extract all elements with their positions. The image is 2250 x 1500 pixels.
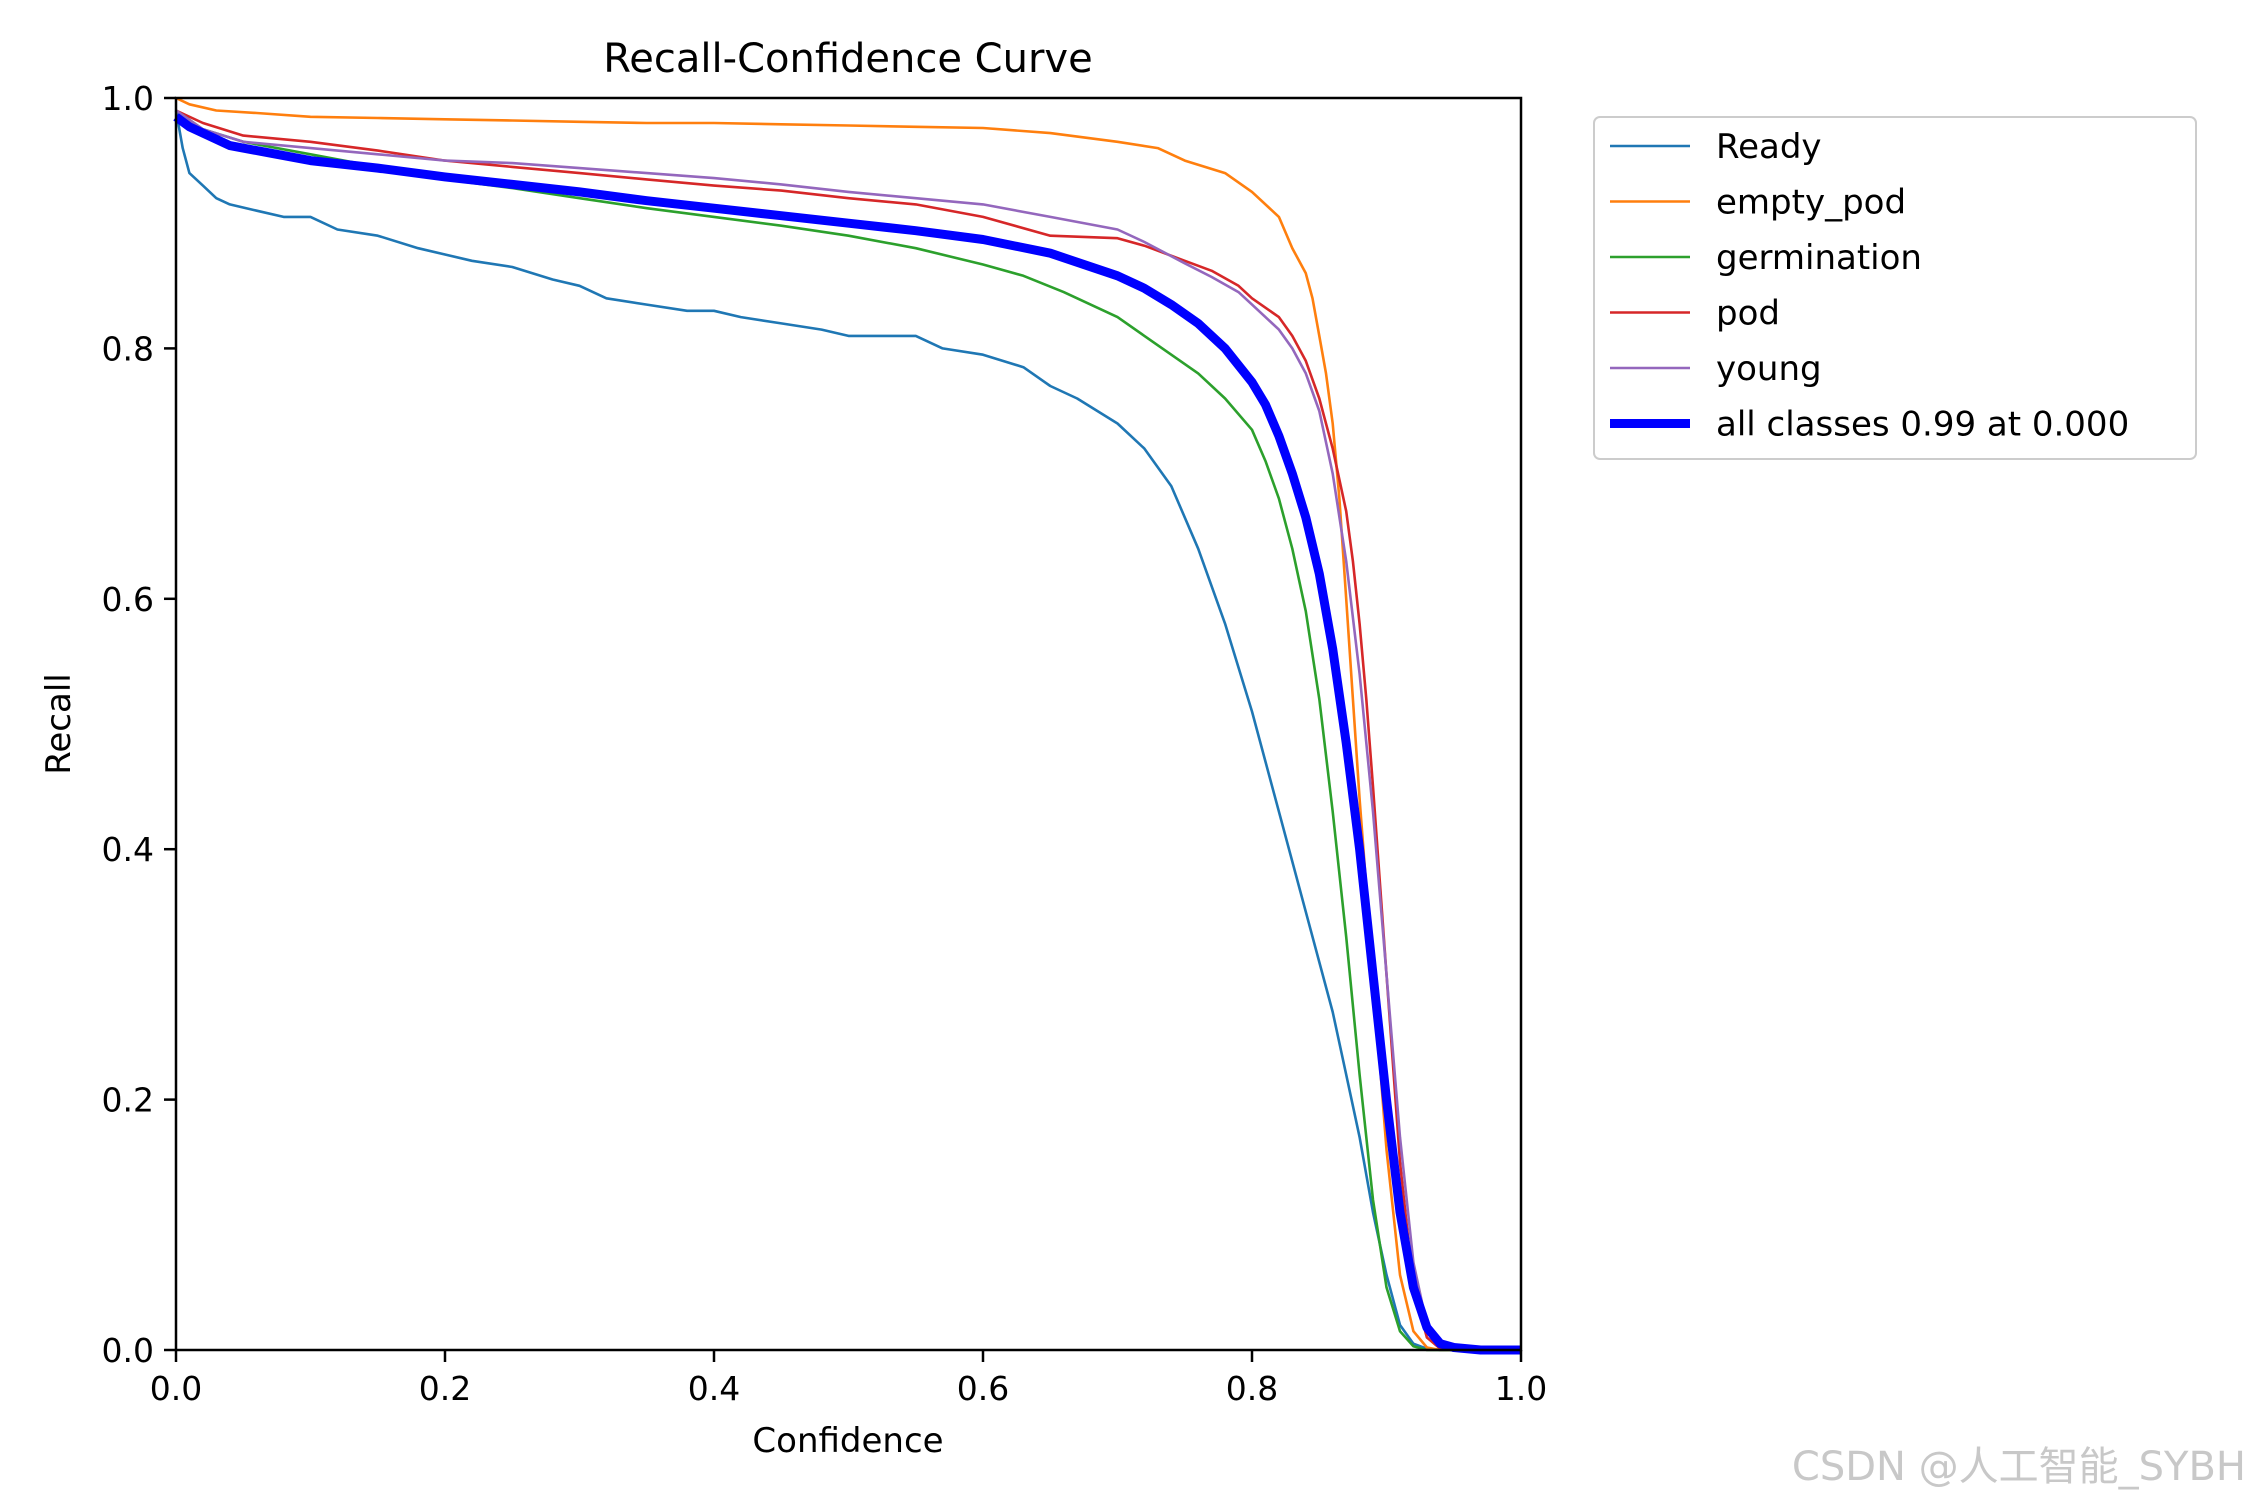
plot-frame (174, 96, 1523, 1352)
x-tick-label: 0.8 (1226, 1369, 1278, 1408)
legend-frame (1593, 116, 2197, 460)
series-line-4 (175, 109, 1521, 1352)
x-tick-label: 0.2 (419, 1369, 471, 1408)
y-axis-ticks: 0.0 0.2 0.4 0.6 0.8 1.0 (102, 79, 176, 1370)
y-tick-label: 0.6 (102, 580, 154, 619)
x-tick-label: 0.6 (957, 1369, 1009, 1408)
x-axis-ticks: 0.0 0.2 0.4 0.6 0.8 1.0 (150, 1350, 1547, 1408)
y-tick-label: 0.2 (102, 1081, 154, 1120)
y-tick-label: 0.4 (102, 830, 154, 869)
x-tick-label: 1.0 (1495, 1369, 1547, 1408)
legend: Ready empty_pod germination pod young all cla… (1593, 116, 2197, 460)
x-axis-label: Confidence (752, 1421, 943, 1461)
y-tick-label: 1.0 (102, 79, 154, 118)
series-line-2 (175, 109, 1521, 1352)
x-tick-label: 0.0 (150, 1369, 202, 1408)
chart-title: Recall-Confidence Curve (603, 36, 1092, 82)
series-line-3 (175, 109, 1521, 1352)
series-line-1 (175, 96, 1521, 1352)
y-tick-label: 0.8 (102, 329, 154, 368)
series-line-0 (174, 110, 1521, 1352)
y-tick-label: 0.0 (102, 1331, 154, 1370)
legend-label-0: Ready (1716, 127, 1822, 167)
legend-label-1: empty_pod (1716, 183, 1906, 223)
legend-label-2: germination (1716, 238, 1922, 278)
watermark-text: CSDN @人工智能_SYBH (1791, 1444, 2246, 1490)
legend-label-4: young (1716, 349, 1822, 389)
legend-label-3: pod (1716, 294, 1780, 334)
series-lines (173, 96, 1521, 1355)
legend-label-5: all classes 0.99 at 0.000 (1716, 405, 2129, 445)
x-tick-label: 0.4 (688, 1369, 740, 1408)
y-axis-label: Recall (39, 673, 79, 774)
series-line-5 (173, 113, 1521, 1355)
